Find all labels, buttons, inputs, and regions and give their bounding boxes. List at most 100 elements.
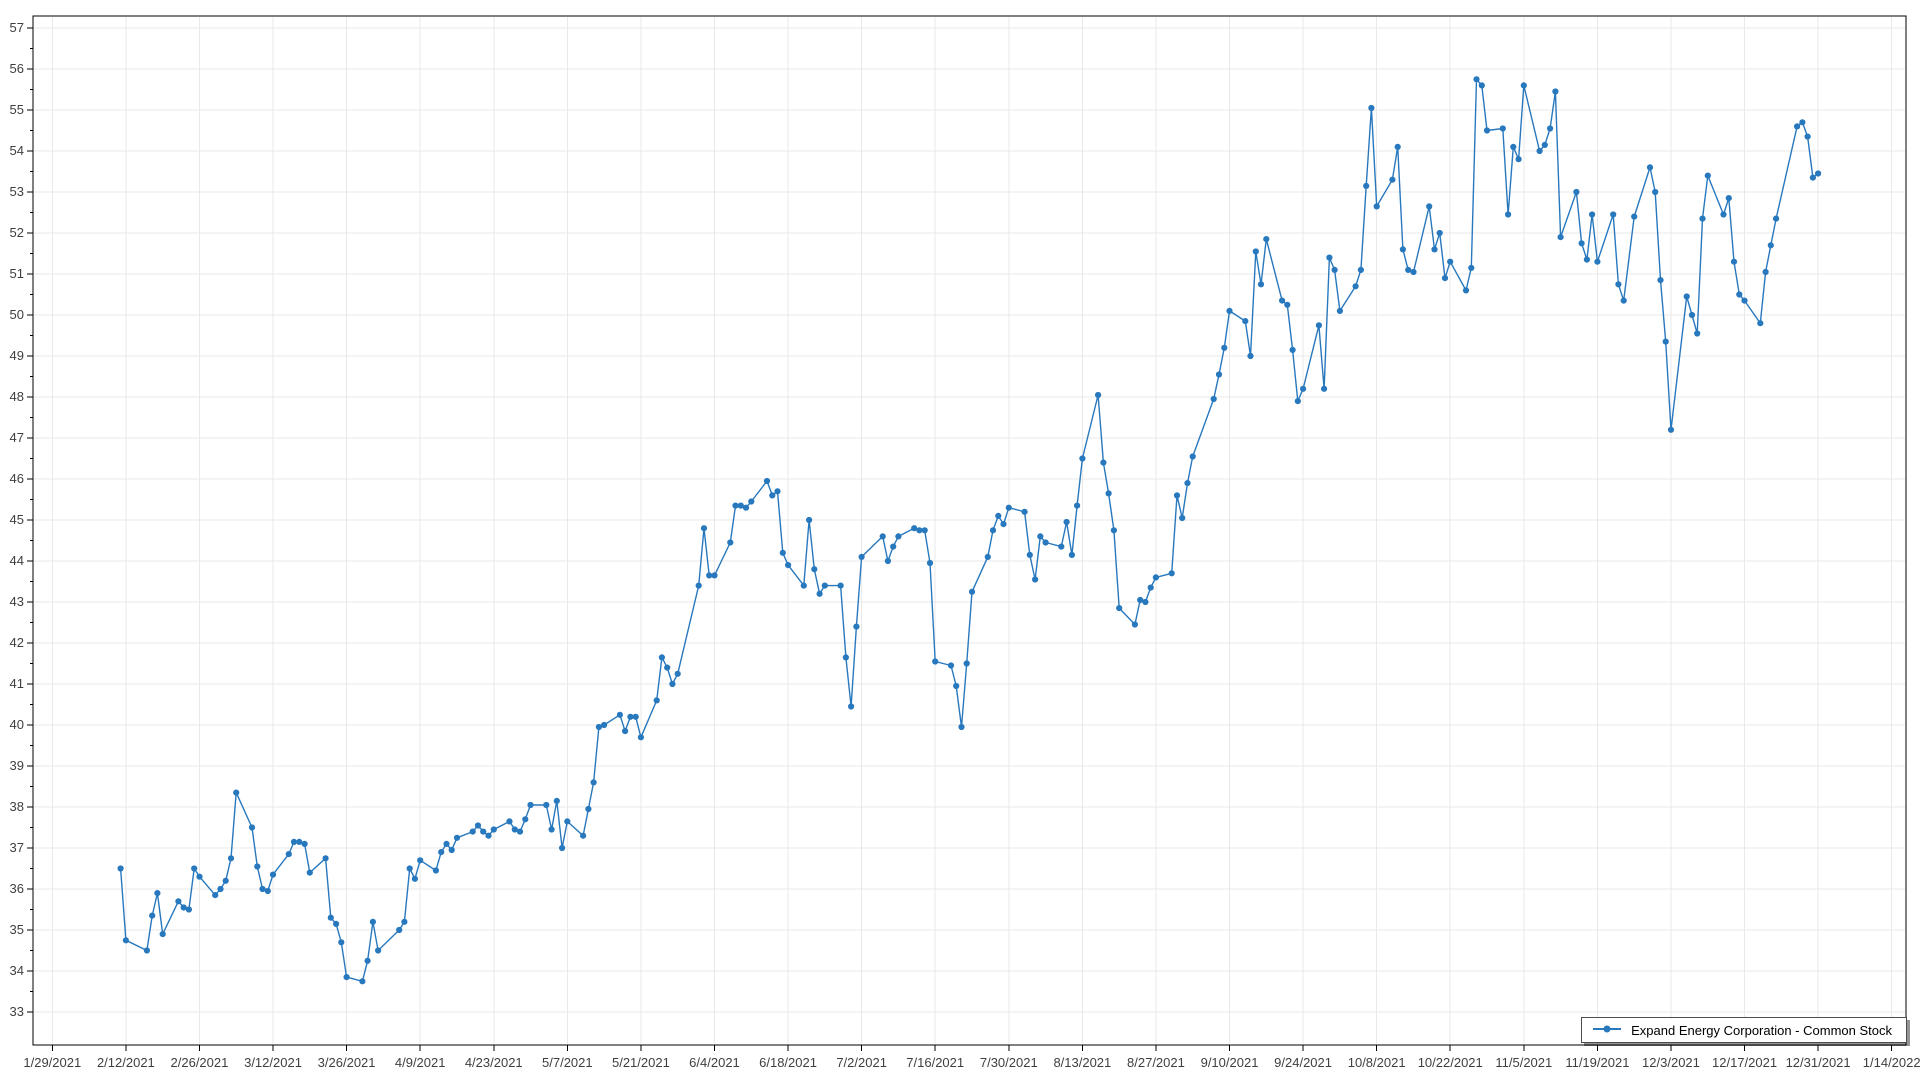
data-point — [1631, 213, 1638, 220]
data-point — [259, 885, 266, 893]
data-point — [222, 877, 229, 884]
data-point — [1110, 527, 1117, 534]
y-axis-tick-label: 42 — [10, 635, 24, 650]
data-point — [1221, 344, 1228, 351]
data-point — [1079, 455, 1086, 462]
data-point — [1226, 307, 1233, 314]
data-point — [1063, 518, 1070, 526]
data-point — [921, 527, 928, 534]
data-point — [411, 875, 418, 882]
data-point — [742, 504, 750, 511]
data-point — [1615, 281, 1622, 288]
data-point — [700, 525, 708, 532]
data-point — [895, 533, 902, 540]
data-point — [1032, 576, 1039, 583]
x-axis-tick-label: 12/3/2021 — [1642, 1055, 1700, 1070]
data-point — [564, 818, 571, 825]
x-axis-tick-label: 11/5/2021 — [1495, 1055, 1552, 1070]
x-axis-tick-label: 7/2/2021 — [836, 1055, 887, 1070]
data-point — [1026, 551, 1033, 559]
data-point — [800, 582, 807, 589]
data-point — [842, 654, 850, 661]
data-point — [984, 553, 991, 561]
data-point — [658, 654, 666, 661]
data-point — [727, 539, 734, 546]
data-point — [1794, 123, 1801, 130]
data-point — [401, 918, 408, 925]
data-point — [1168, 570, 1175, 577]
data-point — [217, 885, 224, 893]
data-point — [1300, 385, 1307, 392]
data-point — [1683, 293, 1690, 300]
data-point — [995, 512, 1002, 520]
data-point — [1473, 76, 1480, 83]
data-point — [1357, 266, 1364, 273]
data-point — [490, 826, 497, 833]
x-axis-tick-label: 1/14/2022 — [1863, 1055, 1920, 1070]
data-point — [806, 516, 813, 524]
data-point — [1336, 307, 1343, 314]
data-point — [333, 920, 340, 928]
y-axis-tick-label: 41 — [10, 676, 24, 691]
data-point — [1478, 82, 1485, 89]
data-point — [233, 789, 240, 796]
data-point — [622, 728, 629, 735]
data-point — [1173, 492, 1181, 499]
data-point — [1005, 504, 1012, 511]
data-point — [196, 873, 203, 880]
data-point — [175, 898, 182, 905]
data-point — [706, 572, 713, 579]
data-point — [417, 857, 424, 864]
data-point — [590, 779, 597, 786]
data-point — [1247, 352, 1254, 360]
data-point — [916, 527, 923, 534]
data-point — [1058, 543, 1065, 550]
legend-series-marker-icon — [1592, 1021, 1622, 1039]
y-axis-tick-label: 45 — [10, 512, 24, 527]
data-point — [185, 906, 192, 913]
data-point — [559, 844, 566, 852]
x-axis-tick-label: 8/13/2021 — [1053, 1055, 1111, 1070]
data-point — [522, 816, 529, 823]
data-point — [327, 914, 334, 921]
data-point — [1547, 125, 1554, 132]
x-axis-tick-label: 11/19/2021 — [1565, 1055, 1629, 1070]
data-point — [1263, 236, 1270, 243]
data-point — [585, 805, 592, 813]
data-point — [1074, 502, 1081, 509]
data-point — [1326, 254, 1333, 261]
data-point — [664, 664, 671, 671]
data-point — [1557, 234, 1564, 241]
data-point — [149, 912, 156, 919]
data-point — [1773, 215, 1780, 222]
data-point — [1289, 346, 1296, 353]
data-point — [1578, 240, 1585, 247]
y-axis-tick-label: 33 — [10, 1004, 24, 1019]
data-point — [779, 549, 786, 556]
data-point — [1131, 621, 1138, 628]
data-point — [364, 957, 371, 964]
x-axis-tick-label: 3/26/2021 — [318, 1055, 376, 1070]
data-point — [1757, 320, 1764, 327]
y-axis-tick-label: 54 — [10, 143, 24, 158]
data-point — [548, 826, 555, 833]
data-point — [1652, 188, 1659, 196]
data-point — [963, 660, 970, 667]
data-point — [1116, 605, 1123, 612]
x-axis-tick-label: 1/29/2021 — [23, 1055, 81, 1070]
x-axis-tick-label: 9/10/2021 — [1201, 1055, 1259, 1070]
data-point — [432, 867, 439, 874]
data-point — [1536, 147, 1543, 155]
data-point — [1142, 598, 1149, 606]
legend-series-label: Expand Energy Corporation - Common Stock — [1631, 1022, 1892, 1038]
data-point — [1242, 318, 1249, 325]
x-axis-tick-label: 2/12/2021 — [97, 1055, 155, 1070]
y-axis-tick-label: 57 — [10, 20, 24, 35]
y-axis-tick-label: 38 — [10, 799, 24, 814]
data-point — [637, 734, 645, 741]
data-point — [269, 871, 277, 878]
data-point — [1095, 391, 1102, 399]
data-point — [1510, 143, 1517, 150]
x-axis-tick-label: 5/21/2021 — [612, 1055, 670, 1070]
